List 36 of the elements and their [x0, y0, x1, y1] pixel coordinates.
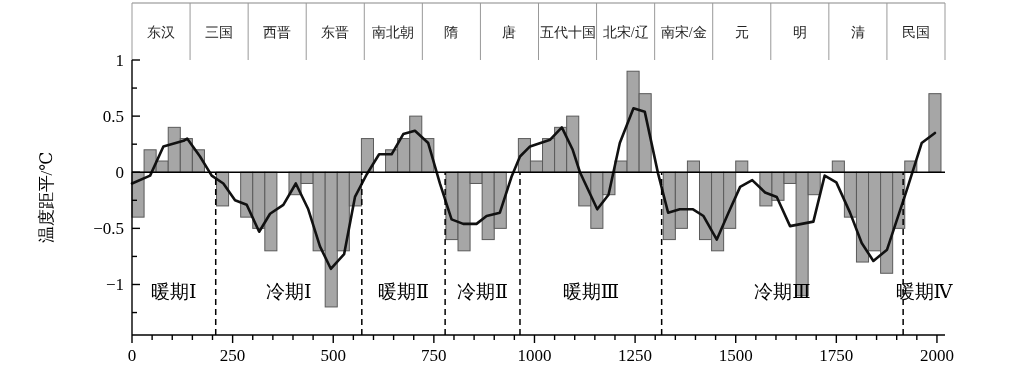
annotation: 暖期Ⅲ [562, 281, 619, 302]
x-tick-label: 1750 [819, 346, 854, 365]
x-tick-label: 1000 [517, 346, 552, 365]
category-label: 东汉 [147, 24, 176, 40]
category-label: 北宋/辽 [602, 24, 649, 40]
category-label: 明 [792, 24, 807, 40]
category-label: 南北朝 [372, 24, 415, 40]
category-label: 唐 [502, 24, 517, 40]
y-tick-label: 0 [115, 163, 124, 183]
y-tick-label: −1 [105, 275, 124, 295]
category-label: 西晋 [263, 24, 292, 40]
y-axis-title: 温度距平/℃ [37, 151, 56, 244]
category-label: 元 [734, 24, 749, 40]
annotation: 冷期Ⅱ [457, 281, 509, 302]
x-tick-label: 750 [421, 346, 447, 365]
x-tick-label: 1500 [718, 346, 753, 365]
x-tick-label: 500 [320, 346, 346, 365]
x-tick-label: 1250 [618, 346, 653, 365]
annotation: 冷期Ⅲ [754, 281, 811, 302]
category-label: 民国 [901, 24, 930, 40]
category-label: 清 [850, 24, 865, 40]
x-tick-label: 250 [219, 346, 246, 365]
annotation: 冷期Ⅰ [266, 281, 312, 302]
annotation: 暖期Ⅰ [151, 281, 197, 302]
y-tick-label: 1 [115, 51, 124, 70]
category-label: 南宋/金 [660, 24, 707, 40]
y-tick-label: −0.5 [93, 219, 124, 239]
category-label: 三国 [205, 24, 234, 40]
category-label: 隋 [444, 24, 459, 40]
category-label: 东晋 [321, 24, 350, 40]
x-tick-label: 0 [127, 346, 137, 365]
annotation: 暖期Ⅱ [378, 281, 429, 302]
y-tick-label: 0.5 [102, 107, 124, 127]
annotation: 暖期Ⅳ [895, 281, 954, 302]
category-label: 五代十国 [539, 24, 596, 40]
x-tick-label: 2000 [919, 346, 954, 365]
